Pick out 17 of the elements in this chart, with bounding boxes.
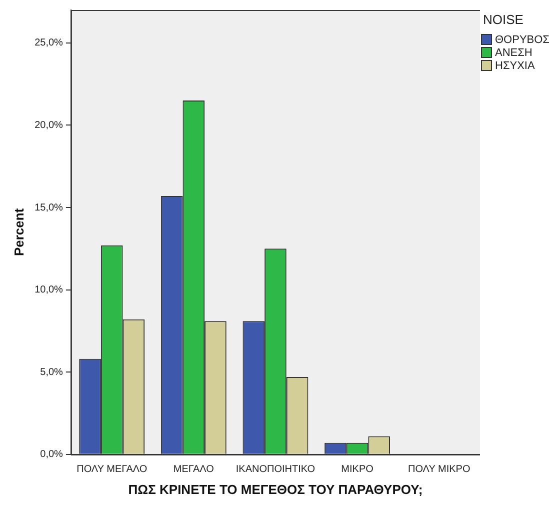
legend-label: ΘΟΡΥΒΟΣ: [495, 34, 549, 46]
legend-label: ΗΣΥΧΙΑ: [495, 60, 535, 72]
y-axis-title: Percent: [11, 208, 26, 256]
x-tick-label: ΙΚΑΝΟΠΟΙΗΤΙΚΟ: [236, 464, 316, 476]
y-tick-label: 15,0%: [34, 202, 64, 214]
y-tick-label: 10,0%: [34, 284, 64, 296]
y-tick-label: 5,0%: [40, 366, 64, 378]
y-tick-label: 0,0%: [40, 449, 64, 460]
x-tick-label: ΜΙΚΡΟ: [341, 464, 374, 476]
x-axis-title: ΠΩΣ ΚΡΙΝΕΤΕ ΤΟ ΜΕΓΕΘΟΣ ΤΟΥ ΠΑΡΑΘΥΡΟΥ;: [128, 482, 423, 497]
x-tick-label: ΠΟΛΥ ΜΙΚΡΟ: [408, 464, 470, 476]
legend-label: ΑΝΕΣΗ: [495, 46, 532, 58]
y-tick-label: 25,0%: [34, 38, 64, 49]
legend-title: NOISE: [483, 12, 524, 27]
x-tick-label: ΠΟΛΥ ΜΕΓΑΛΟ: [76, 464, 148, 476]
x-tick-label: ΜΕΓΑΛΟ: [173, 464, 214, 476]
y-tick-label: 20,0%: [34, 120, 64, 131]
